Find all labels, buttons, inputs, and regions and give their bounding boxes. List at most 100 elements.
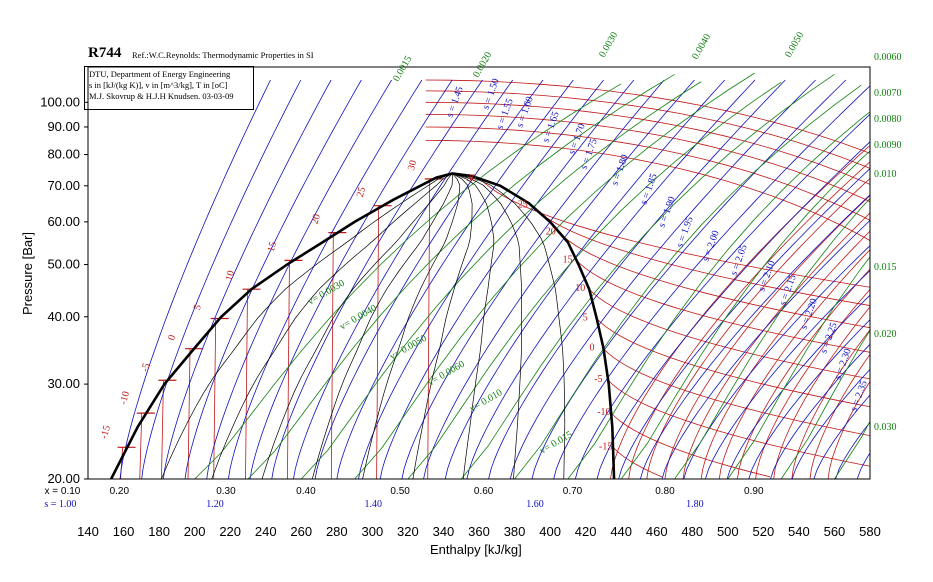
- isotherm-liquid: [245, 289, 248, 479]
- isotherm-label-vapor: 5: [583, 313, 588, 324]
- x-tick-label: 200: [184, 524, 206, 539]
- chart-title: R744: [88, 45, 122, 61]
- y-tick-label: 50.00: [47, 257, 80, 272]
- volume-label-right: 0.020: [874, 329, 897, 340]
- x-tick-label: 220: [219, 524, 241, 539]
- x-tick-label: 400: [539, 524, 561, 539]
- entropy-bottom-label: 1.40: [364, 499, 382, 510]
- isochore: [727, 256, 870, 479]
- isentrope: [379, 79, 635, 479]
- x-tick-label: 560: [824, 524, 846, 539]
- volume-label-top: 0.0030: [597, 30, 620, 59]
- isotherm-superheat: [628, 161, 870, 479]
- isotherm-liquid: [330, 232, 334, 479]
- quality-line: [261, 173, 453, 479]
- isotherm-label-vapor: -15: [599, 441, 612, 452]
- isentrope: [618, 168, 870, 479]
- x-tick-label: 320: [397, 524, 419, 539]
- isentrope: [444, 79, 726, 479]
- x-tick-label: 340: [433, 524, 455, 539]
- x-tick-label: 460: [646, 524, 668, 539]
- isentrope: [358, 79, 604, 479]
- volume-label-right: 0.0080: [874, 114, 902, 125]
- entropy-label: s = 2.35: [848, 379, 869, 413]
- info-line-2: s in [kJ/(kg K)], v in [m^3/kg], T in [o…: [89, 80, 228, 90]
- x-tick-label: 180: [148, 524, 170, 539]
- volume-label: v= 0.015: [538, 429, 574, 456]
- isotherm-superheat: [773, 306, 870, 479]
- isentrope: [119, 79, 271, 479]
- y-tick-label: 40.00: [47, 309, 80, 324]
- volume-label: v= 0.0060: [426, 359, 467, 389]
- isotherm-label-vapor: 20: [546, 227, 556, 238]
- isentrope: [314, 79, 544, 479]
- entropy-label: s = 1.55: [494, 97, 515, 131]
- saturation-dome: [109, 172, 616, 479]
- volume-label-right: 0.0060: [874, 52, 902, 63]
- entropy-label: s = 1.65: [540, 110, 561, 144]
- x-tick-label: 300: [362, 524, 384, 539]
- x-tick-label: 420: [575, 524, 597, 539]
- isotherm-label: 20: [310, 213, 323, 226]
- x-tick-label: 540: [788, 524, 810, 539]
- isotherm-label: 10: [224, 269, 237, 282]
- isotherm-label: 5: [192, 304, 204, 312]
- isotherm-vapor: [588, 288, 870, 380]
- entropy-label: s = 1.60: [514, 95, 535, 129]
- isentrope: [705, 269, 870, 479]
- isotherm-superheat: [664, 194, 870, 479]
- isotherm-supercritical: [425, 79, 870, 154]
- isotherm-supercritical: [425, 101, 870, 185]
- isentrope: [770, 343, 870, 479]
- isotherm-superheat: [718, 249, 870, 479]
- isotherm-vapor: [596, 318, 870, 408]
- isotherm-superheat: [827, 380, 870, 479]
- info-line-3: M.J. Skovrup & H.J.H Knudsen. 03-03-09: [89, 91, 234, 101]
- entropy-label: s = 1.80: [609, 153, 630, 187]
- isotherm-superheat: [610, 144, 870, 479]
- isotherm-liquid: [213, 318, 217, 479]
- isotherm-superheat: [682, 212, 870, 479]
- isotherm-label: -10: [118, 390, 132, 406]
- isotherm-superheat: [755, 288, 870, 479]
- quality-line: [412, 173, 473, 479]
- isotherm-label: 15: [266, 241, 279, 254]
- isotherm-label-vapor: 0: [590, 343, 595, 354]
- isochore: [247, 74, 675, 479]
- entropy-label: s = 2.20: [798, 297, 819, 331]
- isotherm-vapor: [559, 232, 870, 329]
- x-tick-label: 380: [504, 524, 526, 539]
- info-line-1: DTU, Department of Energy Engineering: [89, 69, 231, 79]
- x-tick-label: 280: [326, 524, 348, 539]
- volume-label-top: 0.0015: [391, 54, 414, 83]
- x-tick-label: 440: [610, 524, 632, 539]
- isochore: [407, 81, 782, 479]
- isentrope: [661, 219, 870, 479]
- isotherm-liquid: [187, 348, 191, 479]
- isotherm-supercritical: [425, 139, 870, 242]
- quality-label: 0.60: [474, 486, 494, 497]
- volume-label-right: 0.0090: [874, 140, 902, 151]
- volume-label-right: 0.0070: [874, 88, 902, 99]
- isochore: [194, 83, 622, 479]
- x-tick-label: 500: [717, 524, 739, 539]
- isotherm-label: -15: [99, 424, 113, 440]
- isotherm-label: -5: [140, 362, 153, 373]
- isentrope: [574, 113, 870, 479]
- x-tick-label: 160: [113, 524, 135, 539]
- entropy-label: s = 1.95: [674, 215, 695, 249]
- isentrope: [596, 141, 870, 479]
- isentrope: [423, 79, 695, 479]
- isentrope: [748, 319, 870, 479]
- quality-label: 0.20: [110, 486, 130, 497]
- entropy-bottom-label: s = 1.00: [44, 499, 76, 510]
- isochore: [300, 81, 702, 479]
- entropy-bottom-label: 1.20: [206, 499, 224, 510]
- plot-frame: [87, 66, 871, 480]
- isotherm-liquid: [139, 413, 143, 479]
- isentrope: [488, 79, 786, 479]
- volume-label-right: 0.015: [874, 262, 897, 273]
- isentrope: [509, 79, 816, 479]
- volume-label-top: 0.0020: [471, 50, 494, 79]
- quality-line: [452, 173, 522, 479]
